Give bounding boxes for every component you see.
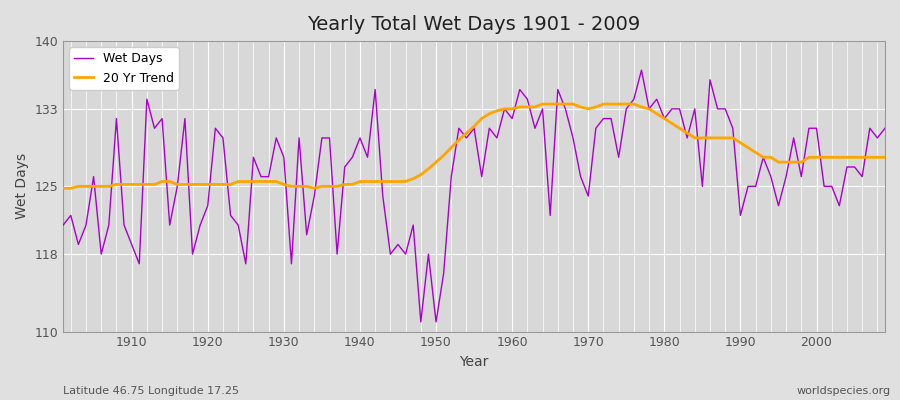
20 Yr Trend [879,155,890,160]
Y-axis label: Wet Days: Wet Days [15,153,29,220]
20 Yr Trend [507,106,517,111]
20 Yr Trend [58,186,68,191]
20 Yr Trend [286,184,297,189]
Wet Days [879,126,890,131]
Line: Wet Days: Wet Days [63,70,885,322]
Wet Days [286,262,297,266]
Legend: Wet Days, 20 Yr Trend: Wet Days, 20 Yr Trend [69,47,179,90]
20 Yr Trend [500,106,510,111]
20 Yr Trend [332,184,343,189]
Wet Days [507,116,517,121]
Wet Days [514,87,525,92]
20 Yr Trend [606,102,616,106]
Wet Days [332,252,343,256]
Wet Days [606,116,616,121]
Title: Yearly Total Wet Days 1901 - 2009: Yearly Total Wet Days 1901 - 2009 [308,15,641,34]
Text: worldspecies.org: worldspecies.org [796,386,891,396]
Wet Days [636,68,647,72]
Wet Days [58,223,68,228]
Line: 20 Yr Trend: 20 Yr Trend [63,104,885,188]
Text: Latitude 46.75 Longitude 17.25: Latitude 46.75 Longitude 17.25 [63,386,239,396]
X-axis label: Year: Year [459,355,489,369]
20 Yr Trend [537,102,548,106]
Wet Days [119,223,130,228]
20 Yr Trend [119,182,130,187]
Wet Days [416,320,427,324]
